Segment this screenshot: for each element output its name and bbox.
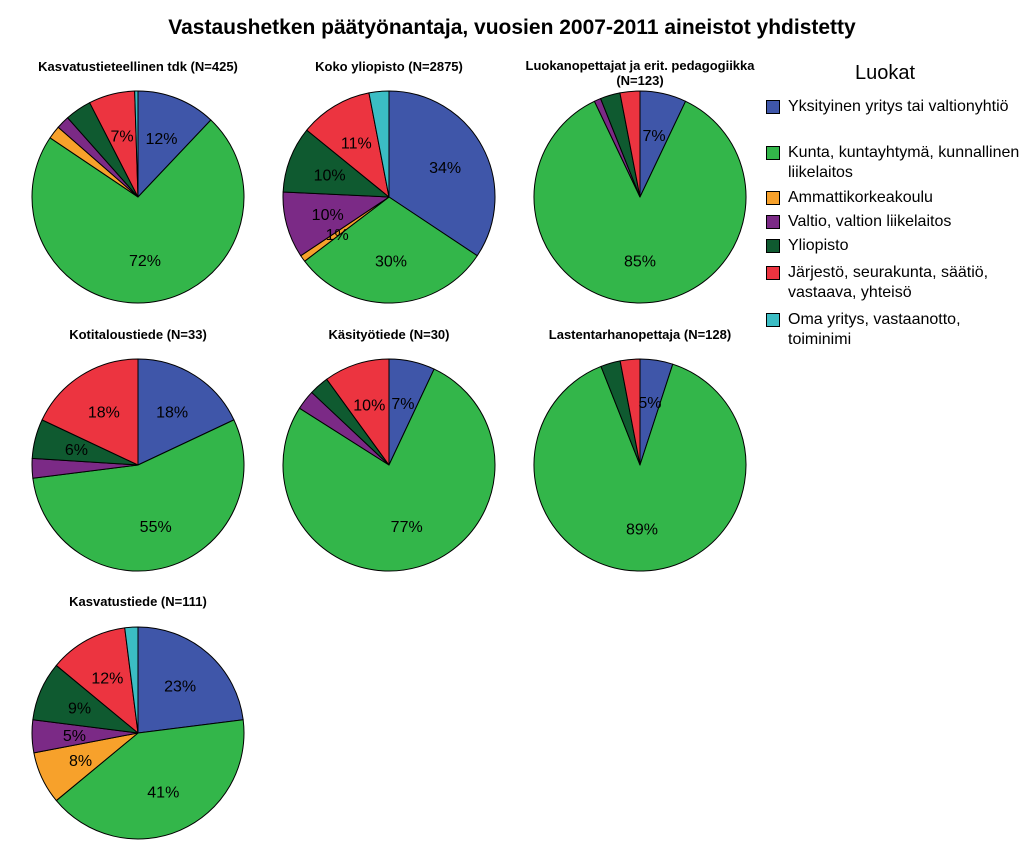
data-label: 72% — [129, 253, 161, 270]
slice-oma-yritys — [134, 90, 139, 198]
legend-label: Yliopisto — [788, 237, 849, 254]
data-label: 8% — [69, 753, 92, 770]
legend-swatch — [766, 215, 780, 229]
slice-kunta — [533, 363, 747, 572]
data-label: 85% — [624, 254, 656, 271]
data-label: 12% — [145, 131, 177, 148]
pie-koko-yliopisto: 34% 30% 1% 10% 10% 11% — [282, 90, 496, 304]
data-label: 9% — [68, 701, 91, 718]
slice-jarjesto — [306, 92, 390, 198]
legend-swatch — [766, 146, 780, 160]
pie-kasvatustiede: 23% 41% 8% 5% 9%12% — [31, 626, 245, 840]
data-label: 11% — [341, 135, 372, 152]
slice-jarjesto — [41, 358, 139, 466]
legend-label: Järjestö, seurakunta, säätiö, vastaava, … — [788, 264, 989, 301]
data-label: 55% — [140, 519, 172, 536]
data-label: 10% — [312, 207, 344, 224]
slice-kunta — [533, 100, 747, 304]
pie-title-lastentarhanopettaja: Lastentarhanopettaja (N=128) — [548, 327, 732, 342]
legend-title: Luokat — [855, 62, 916, 84]
data-label: 7% — [391, 396, 414, 413]
data-label: 10% — [314, 167, 346, 184]
data-label: 5% — [638, 395, 661, 412]
data-label: 23% — [164, 678, 196, 695]
data-label: 41% — [147, 784, 179, 801]
pie-title-kasityotiede: Käsityötiede (N=30) — [328, 327, 450, 342]
legend-swatch — [766, 100, 780, 114]
slice-jarjesto — [326, 358, 390, 466]
legend-label: Oma yritys, vastaanotto, toiminimi — [788, 311, 961, 348]
data-label: 18% — [156, 404, 188, 421]
pie-title-koko-yliopisto: Koko yliopisto (N=2875) — [315, 59, 463, 74]
legend-label: Kunta, kuntayhtymä, kunnallinen liikelai… — [788, 144, 1020, 181]
legend-label: Ammattikorkeakoulu — [788, 189, 933, 206]
slice-oma-yritys — [124, 626, 139, 734]
slice-jarjesto — [619, 90, 641, 198]
slice-kunta — [32, 419, 245, 572]
data-label: 1% — [326, 227, 349, 244]
data-label: 6% — [65, 442, 88, 459]
data-label: 89% — [626, 522, 658, 539]
legend-swatch — [766, 313, 780, 327]
data-label: 10% — [353, 398, 385, 415]
data-label: 7% — [642, 128, 665, 145]
slice-kunta — [282, 368, 496, 572]
slice-oma-yritys — [368, 90, 390, 198]
slice-yksityinen-yritys-tai-valtionyhtio — [137, 626, 244, 734]
slice-jarjesto — [55, 627, 139, 734]
legend-label: Valtio, valtion liikelaitos — [788, 213, 952, 230]
pie-kasityotiede: 7% 77% 10% — [282, 358, 496, 572]
slice-yksityinen-yritys-tai-valtionyhtio — [137, 90, 212, 198]
data-label: 34% — [429, 160, 461, 177]
pie-title-luokanopettajat: Luokanopettajat ja erit. pedagogiikka (N… — [525, 58, 755, 88]
slice-kunta — [55, 719, 245, 840]
pie-title-kasvatustiede: Kasvatustiede (N=111) — [69, 594, 207, 609]
data-label: 18% — [88, 404, 120, 421]
data-label: 7% — [111, 128, 134, 145]
pie-luokanopettajat-ja-erit-pedagogiikka: 7% 85% — [533, 90, 747, 304]
pie-title-kotitaloustiede: Kotitaloustiede (N=33) — [69, 327, 207, 342]
legend-label: Yksityinen yritys tai valtionyhtiö — [788, 98, 1009, 115]
pie-kasvatustieteellinen-tdk: 12% 72% 7% — [31, 90, 245, 304]
legend-swatch — [766, 191, 780, 205]
pie-lastentarhanopettaja: 5% 89% — [533, 358, 747, 572]
data-label: 30% — [375, 254, 407, 271]
slice-kunta — [31, 119, 245, 304]
legend-swatch — [766, 239, 780, 253]
slice-kunta — [304, 196, 478, 304]
slice-yksityinen-yritys-tai-valtionyhtio — [137, 358, 235, 466]
pie-kotitaloustiede: 18% 55% 6% 18% — [31, 358, 245, 572]
data-label: 77% — [391, 519, 423, 536]
pie-title-kasvatustieteellinen-tdk: Kasvatustieteellinen tdk (N=425) — [38, 59, 238, 74]
slice-jarjesto — [619, 358, 641, 466]
chart-title: Vastaushetken päätyönantaja, vuosien 200… — [168, 16, 856, 39]
data-label: 12% — [91, 670, 123, 687]
data-label: 5% — [63, 728, 86, 745]
legend-swatch — [766, 266, 780, 280]
